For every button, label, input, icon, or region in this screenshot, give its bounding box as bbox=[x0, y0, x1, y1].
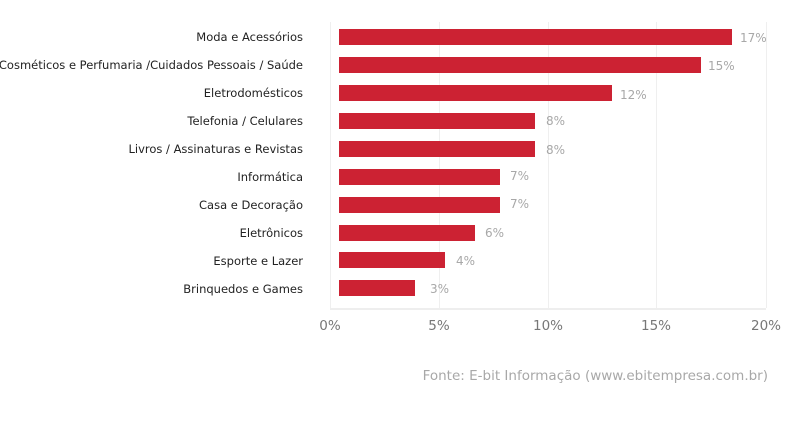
gridline-0 bbox=[330, 22, 331, 308]
value-label: 17% bbox=[740, 31, 767, 45]
x-tick-label: 0% bbox=[319, 318, 341, 334]
x-axis-line bbox=[330, 308, 766, 310]
x-tick-label: 5% bbox=[428, 318, 450, 334]
category-label: Esporte e Lazer bbox=[213, 254, 303, 268]
bar bbox=[339, 252, 445, 268]
bar bbox=[339, 280, 415, 296]
category-label: Brinquedos e Games bbox=[183, 282, 303, 296]
bar bbox=[339, 169, 500, 185]
x-tick-label: 10% bbox=[532, 318, 564, 334]
category-label: Telefonia / Celulares bbox=[187, 114, 303, 128]
category-label: Cosméticos e Perfumaria /Cuidados Pessoa… bbox=[0, 58, 303, 72]
category-label: Informática bbox=[237, 170, 303, 184]
gridline-10 bbox=[548, 22, 549, 308]
bar bbox=[339, 29, 732, 45]
plot-area bbox=[330, 22, 767, 310]
bar bbox=[339, 141, 535, 157]
category-label: Livros / Assinaturas e Revistas bbox=[128, 142, 303, 156]
category-label: Casa e Decoração bbox=[199, 198, 303, 212]
x-tick-label: 20% bbox=[750, 318, 782, 334]
gridline-5 bbox=[439, 22, 440, 308]
bar bbox=[339, 225, 475, 241]
value-label: 15% bbox=[708, 59, 735, 73]
value-label: 7% bbox=[510, 169, 530, 183]
value-label: 6% bbox=[485, 226, 505, 240]
bar bbox=[339, 85, 612, 101]
value-label: 8% bbox=[546, 114, 566, 128]
bar bbox=[339, 57, 701, 73]
gridline-20 bbox=[766, 22, 767, 308]
gridline-15 bbox=[656, 22, 657, 308]
value-label: 8% bbox=[546, 143, 566, 157]
value-label: 7% bbox=[510, 197, 530, 211]
category-label: Moda e Acessórios bbox=[196, 30, 303, 44]
value-label: 12% bbox=[620, 88, 647, 102]
bar bbox=[339, 113, 535, 129]
source-caption: Fonte: E-bit Informação (www.ebitempresa… bbox=[422, 368, 768, 384]
category-label: Eletrônicos bbox=[239, 226, 303, 240]
value-label: 4% bbox=[456, 254, 476, 268]
x-tick-label: 15% bbox=[640, 318, 672, 334]
bar bbox=[339, 197, 500, 213]
category-label: Eletrodomésticos bbox=[203, 86, 303, 100]
value-label: 3% bbox=[430, 282, 450, 296]
